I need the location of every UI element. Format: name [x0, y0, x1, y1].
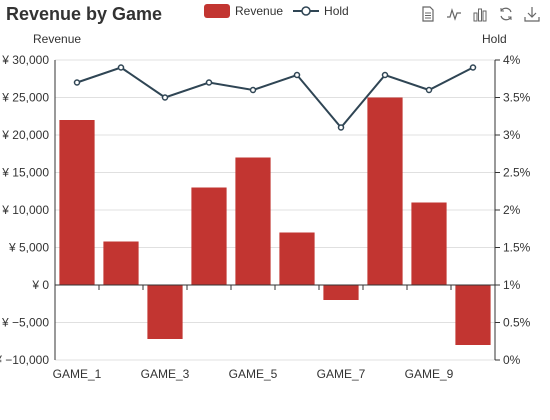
chart-title: Revenue by Game	[6, 4, 163, 24]
point-hold[interactable]	[117, 64, 125, 71]
x-tick-label: GAME_5	[229, 367, 278, 381]
x-tick-label: GAME_1	[53, 367, 102, 381]
point-hold[interactable]	[425, 86, 433, 94]
bar-revenue[interactable]	[147, 285, 183, 339]
y-tick-label-right: 3.5%	[503, 91, 531, 105]
y-tick-label-left: ¥ 30,000	[1, 53, 49, 67]
magic-line-icon[interactable]	[446, 6, 462, 22]
bar-revenue[interactable]	[279, 232, 315, 286]
toolbox	[420, 6, 550, 22]
legend-label-revenue: Revenue	[235, 4, 284, 18]
y-tick-label-left: ¥ 0	[31, 278, 49, 292]
bar-revenue[interactable]	[411, 202, 447, 286]
y-tick-label-right: 2%	[503, 203, 521, 217]
data-view-icon[interactable]	[420, 6, 436, 22]
y-tick-label-left: ¥ 5,000	[8, 241, 49, 255]
legend-item-hold[interactable]: Hold	[293, 4, 349, 18]
legend-swatch-revenue	[204, 4, 230, 18]
x-tick-label: GAME_3	[141, 367, 190, 381]
bar-revenue[interactable]	[235, 157, 271, 286]
y-tick-label-right: 0%	[503, 353, 521, 367]
y-tick-label-left: ¥ −5,000	[1, 316, 49, 330]
x-tick-label: GAME_7	[317, 367, 366, 381]
point-hold[interactable]	[161, 94, 169, 101]
bar-revenue[interactable]	[103, 241, 139, 286]
y-tick-label-left: ¥ −10,000	[0, 353, 49, 367]
point-hold[interactable]	[73, 79, 81, 86]
bar-revenue[interactable]	[191, 187, 227, 286]
x-tick-label: GAME_9	[405, 367, 454, 381]
y-axis-left-title: Revenue	[33, 32, 81, 46]
bar-revenue[interactable]	[455, 285, 491, 345]
point-hold[interactable]	[469, 64, 477, 71]
point-hold[interactable]	[205, 79, 213, 86]
y-tick-label-left: ¥ 10,000	[1, 203, 49, 217]
point-hold[interactable]	[293, 71, 301, 79]
y-tick-label-right: 1%	[503, 278, 521, 292]
save-as-image-icon[interactable]	[524, 6, 540, 22]
line-hold	[76, 66, 474, 130]
y-tick-label-left: ¥ 15,000	[1, 166, 49, 180]
legend: Revenue Hold	[204, 4, 359, 18]
y-tick-label-right: 0.5%	[503, 316, 531, 330]
y-tick-label-left: ¥ 20,000	[1, 128, 49, 142]
magic-bar-icon[interactable]	[472, 6, 488, 22]
bar-revenue[interactable]	[367, 97, 403, 286]
y-tick-label-left: ¥ 25,000	[1, 91, 49, 105]
point-hold[interactable]	[249, 86, 257, 94]
y-tick-label-right: 4%	[503, 53, 521, 67]
legend-item-revenue[interactable]: Revenue	[204, 4, 283, 18]
legend-swatch-hold	[293, 6, 320, 16]
y-axis-right-title: Hold	[482, 32, 507, 46]
y-tick-label-right: 1.5%	[503, 241, 531, 255]
y-tick-label-right: 2.5%	[503, 166, 531, 180]
y-tick-label-right: 3%	[503, 128, 521, 142]
point-hold[interactable]	[381, 71, 389, 79]
bar-revenue[interactable]	[323, 285, 359, 300]
restore-icon[interactable]	[498, 6, 514, 22]
bar-revenue[interactable]	[59, 120, 95, 285]
legend-label-hold: Hold	[324, 4, 349, 18]
point-hold[interactable]	[337, 124, 345, 131]
